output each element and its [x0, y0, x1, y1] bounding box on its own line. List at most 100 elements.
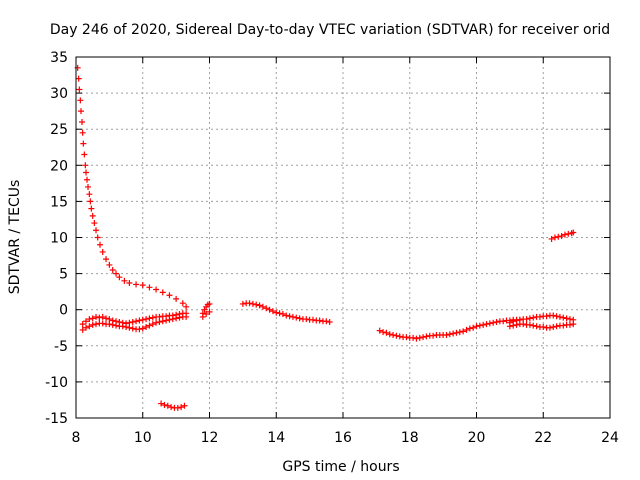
data-point-late-high-segment — [561, 231, 568, 238]
data-point-late-high-segment — [555, 233, 562, 240]
data-point-decay — [126, 279, 133, 286]
data-point-decay — [91, 220, 98, 227]
data-point-evening-segment — [390, 331, 397, 338]
data-point-evening-segment — [376, 327, 383, 334]
data-point-evening-segment — [473, 323, 480, 330]
data-point-evening-segment — [413, 335, 420, 342]
data-point-late-band-upper — [556, 313, 563, 320]
data-point-decay — [85, 183, 92, 190]
y-tick-label: 10 — [50, 231, 68, 247]
data-point-evening-segment — [383, 329, 390, 336]
data-point-upper-band-a — [139, 316, 146, 323]
data-point-decay — [83, 169, 90, 176]
x-tick-label: 8 — [72, 430, 81, 446]
data-point-upper-band-a — [149, 314, 156, 321]
data-point-midday-segment — [273, 309, 280, 316]
data-point-decay — [99, 248, 106, 255]
data-point-decay — [146, 284, 153, 291]
data-point-midday-segment — [256, 302, 263, 309]
data-point-upper-band-a — [79, 321, 86, 328]
data-point-late-band-lower — [566, 321, 573, 328]
data-point-lower-band-a — [109, 321, 116, 328]
data-point-late-band-upper — [560, 314, 567, 321]
data-point-late-high-segment — [551, 234, 558, 241]
x-tick-label: 12 — [201, 430, 219, 446]
data-point-lower-band-a — [113, 322, 120, 329]
data-point-lower-band-a — [183, 313, 190, 320]
data-point-evening-segment — [456, 329, 463, 336]
data-point-midday-segment — [323, 318, 330, 325]
data-point-decay — [89, 212, 96, 219]
data-point-decay — [153, 286, 160, 293]
y-tick-label: 15 — [50, 194, 68, 210]
y-tick-labels: 35 30 25 20 15 10 5 0 -5 -10 -15 — [45, 50, 68, 427]
data-point-short-segment — [203, 311, 210, 318]
x-axis-label: GPS time / hours — [282, 459, 399, 475]
data-point-upper-band-a — [129, 318, 136, 325]
data-point-late-band-upper — [536, 313, 543, 320]
data-point-midday-segment — [316, 317, 323, 324]
data-point-midday-segment — [249, 300, 256, 307]
data-point-upper-band-a — [93, 313, 100, 320]
data-point-lower-band-a — [119, 323, 126, 330]
data-point-midday-segment — [293, 314, 300, 321]
data-point-lower-band-a — [163, 317, 170, 324]
data-point-lower-band-a — [159, 318, 166, 325]
y-tick-label: 35 — [50, 50, 68, 66]
data-point-lower-band-a — [143, 324, 150, 331]
x-tick-label: 10 — [134, 430, 152, 446]
data-point-evening-segment — [450, 330, 457, 337]
data-point-lower-band-a — [173, 315, 180, 322]
data-point-decay — [84, 176, 91, 183]
data-point-evening-segment — [386, 331, 393, 338]
data-point-low-segment — [161, 402, 168, 409]
x-tick-label: 18 — [401, 430, 419, 446]
data-point-lower-band-a — [129, 325, 136, 332]
data-point-midday-segment — [239, 300, 246, 307]
data-point-upper-band-a — [86, 316, 93, 323]
y-axis-label: SDTVAR / TECUs — [7, 180, 23, 295]
data-points — [74, 64, 577, 411]
data-point-midday-segment — [296, 315, 303, 322]
data-point-decay — [75, 75, 82, 82]
data-point-low-segment — [158, 400, 165, 407]
y-tick-label: 25 — [50, 122, 68, 138]
data-point-decay — [81, 151, 88, 158]
data-point-lower-band-a — [126, 324, 133, 331]
data-point-evening-segment — [490, 319, 497, 326]
data-point-decay — [116, 274, 123, 281]
data-point-late-high-segment — [570, 229, 577, 236]
x-tick-label: 14 — [267, 430, 285, 446]
data-point-decay — [86, 191, 93, 198]
data-point-decay — [166, 292, 173, 299]
data-point-evening-segment — [486, 320, 493, 327]
data-point-decay — [94, 234, 101, 241]
data-point-upper-band-a — [136, 317, 143, 324]
data-point-decay — [76, 86, 83, 93]
data-point-midday-segment — [283, 312, 290, 319]
data-point-evening-segment — [493, 318, 500, 325]
data-point-lower-band-a — [176, 314, 183, 321]
data-point-evening-segment — [380, 329, 387, 336]
data-point-lower-band-a — [166, 316, 173, 323]
data-point-evening-segment — [410, 334, 417, 341]
data-point-evening-segment — [396, 333, 403, 340]
data-point-midday-segment — [246, 300, 253, 307]
data-point-upper-band-a — [96, 314, 103, 321]
data-point-evening-segment — [403, 334, 410, 341]
data-point-late-band-upper — [550, 312, 557, 319]
data-point-evening-segment — [460, 328, 467, 335]
data-point-lower-band-a — [86, 323, 93, 330]
data-point-late-high-segment — [548, 235, 555, 242]
data-point-upper-band-a — [99, 313, 106, 320]
data-point-lower-band-a — [79, 326, 86, 333]
data-point-late-band-lower — [510, 322, 517, 329]
data-point-midday-segment — [286, 313, 293, 320]
data-point-upper-band-a — [133, 318, 140, 325]
data-point-decay — [77, 97, 84, 104]
data-point-lower-band-a — [136, 326, 143, 333]
data-point-late-band-upper — [530, 314, 537, 321]
data-point-lower-band-a — [99, 320, 106, 327]
data-point-decay — [80, 140, 87, 147]
